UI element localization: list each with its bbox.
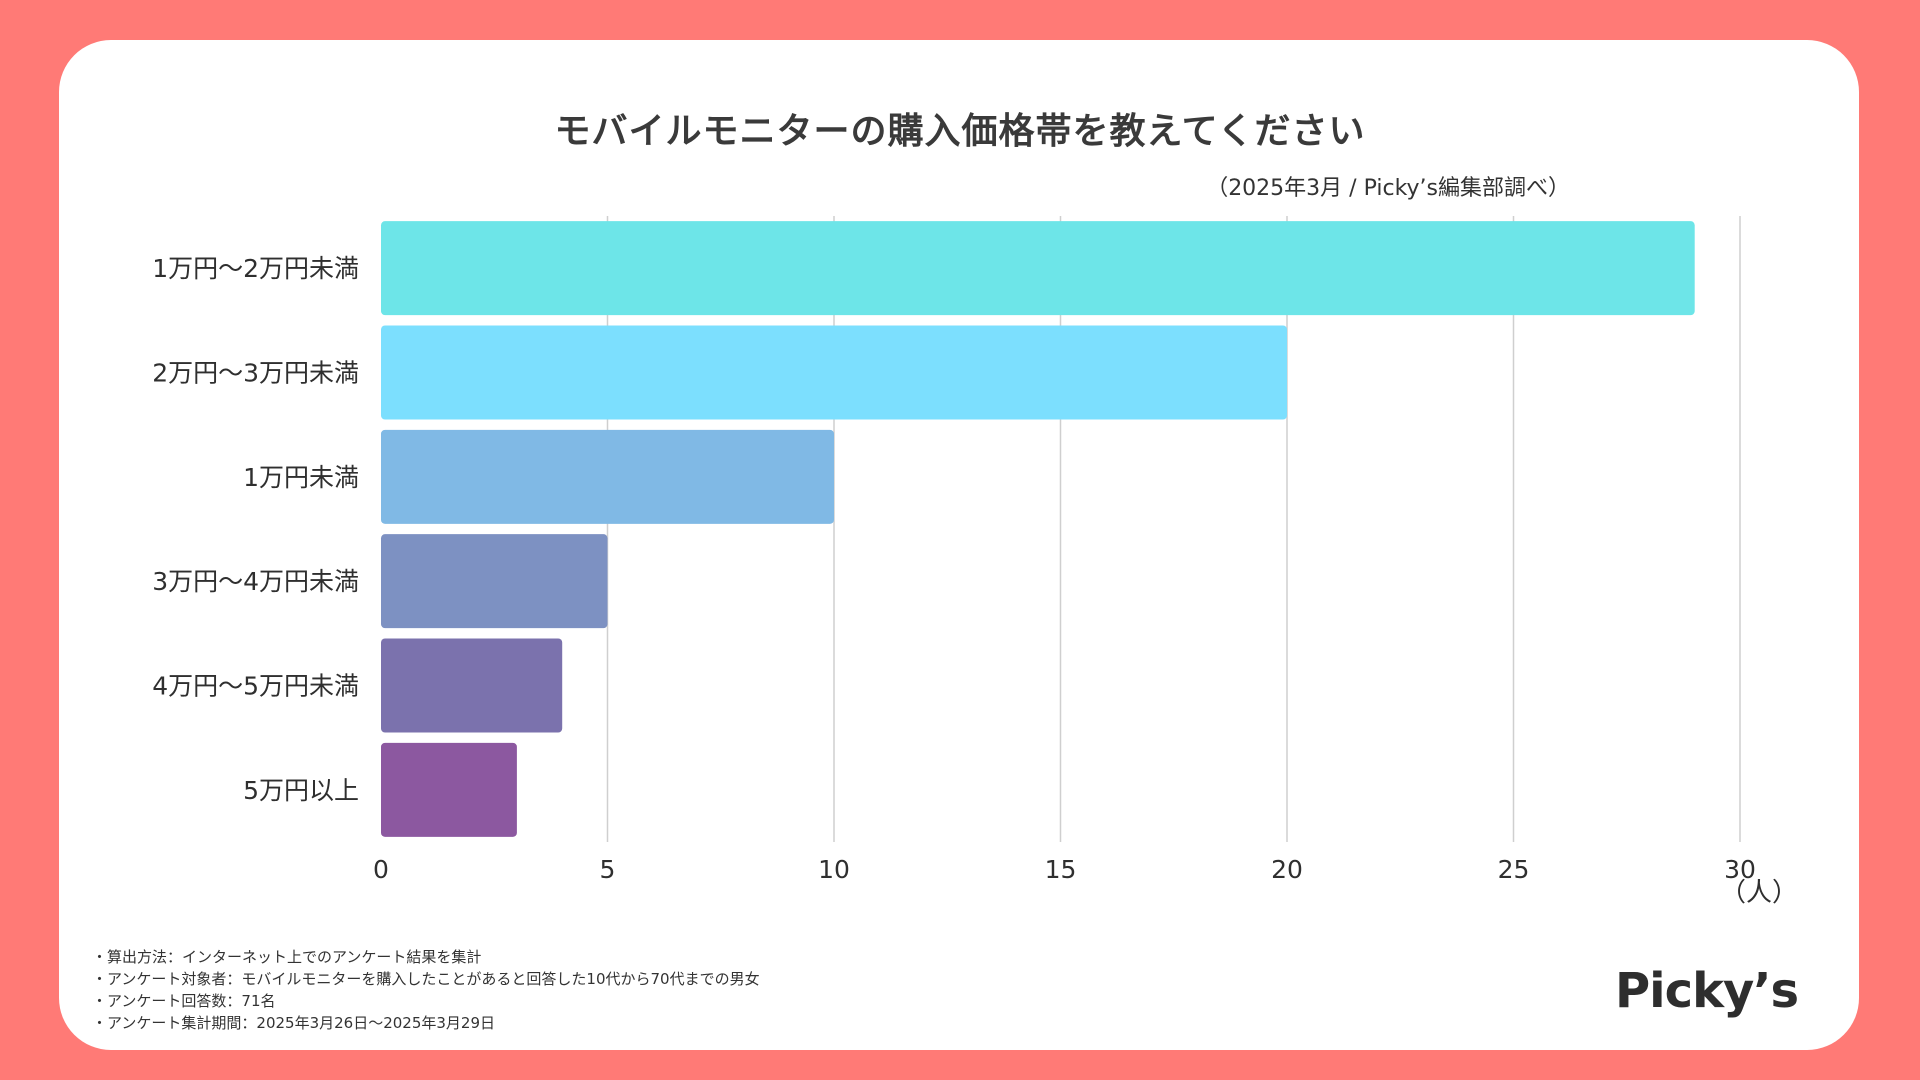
x-tick-labels: 0 5 10 15 20 25 30 bbox=[373, 855, 1756, 884]
note-count: ・アンケート回答数：71名 bbox=[92, 992, 276, 1010]
x-axis-unit-label: （人） bbox=[1720, 878, 1799, 908]
x-tick-label: 15 bbox=[1045, 855, 1077, 884]
note-target: ・アンケート対象者：モバイルモニターを購入したことがあると回答した10代から70… bbox=[92, 970, 760, 988]
bar-4 bbox=[381, 534, 608, 629]
category-label: 4万円〜5万円未満 bbox=[152, 672, 359, 701]
bar-5 bbox=[381, 638, 563, 733]
category-label: 2万円〜3万円未満 bbox=[152, 359, 359, 388]
category-label: 3万円〜4万円未満 bbox=[152, 567, 359, 596]
category-label: 1万円未満 bbox=[243, 463, 359, 492]
gridlines bbox=[606, 216, 1741, 842]
note-period: ・アンケート集計期間：2025年3月26日〜2025年3月29日 bbox=[92, 1014, 496, 1032]
chart-card bbox=[59, 40, 1859, 1050]
category-label: 5万円以上 bbox=[243, 776, 359, 805]
x-tick-label: 10 bbox=[818, 855, 850, 884]
bar-6 bbox=[381, 742, 517, 837]
bar-3 bbox=[381, 429, 834, 524]
bars bbox=[381, 221, 1695, 837]
bar-1 bbox=[381, 221, 1695, 316]
note-method: ・算出方法：インターネット上でのアンケート結果を集計 bbox=[92, 948, 482, 966]
chart-title: モバイルモニターの購入価格帯を教えてください bbox=[554, 111, 1366, 152]
x-tick-label: 5 bbox=[600, 855, 616, 884]
chart-subtitle: （2025年3月 / Picky’s編集部調べ） bbox=[1206, 176, 1570, 201]
picky-s-logo: Picky’s bbox=[1615, 963, 1799, 1019]
bar-2 bbox=[381, 325, 1287, 420]
category-label: 1万円〜2万円未満 bbox=[152, 254, 359, 283]
x-tick-label: 30 bbox=[1724, 855, 1756, 884]
x-tick-label: 20 bbox=[1271, 855, 1303, 884]
x-tick-label: 0 bbox=[373, 855, 389, 884]
survey-notes: ・算出方法：インターネット上でのアンケート結果を集計 ・アンケート対象者：モバイ… bbox=[92, 946, 760, 1034]
category-labels: 1万円〜2万円未満 2万円〜3万円未満 1万円未満 3万円〜4万円未満 4万円〜5万円未… bbox=[152, 254, 359, 805]
x-tick-label: 25 bbox=[1498, 855, 1530, 884]
